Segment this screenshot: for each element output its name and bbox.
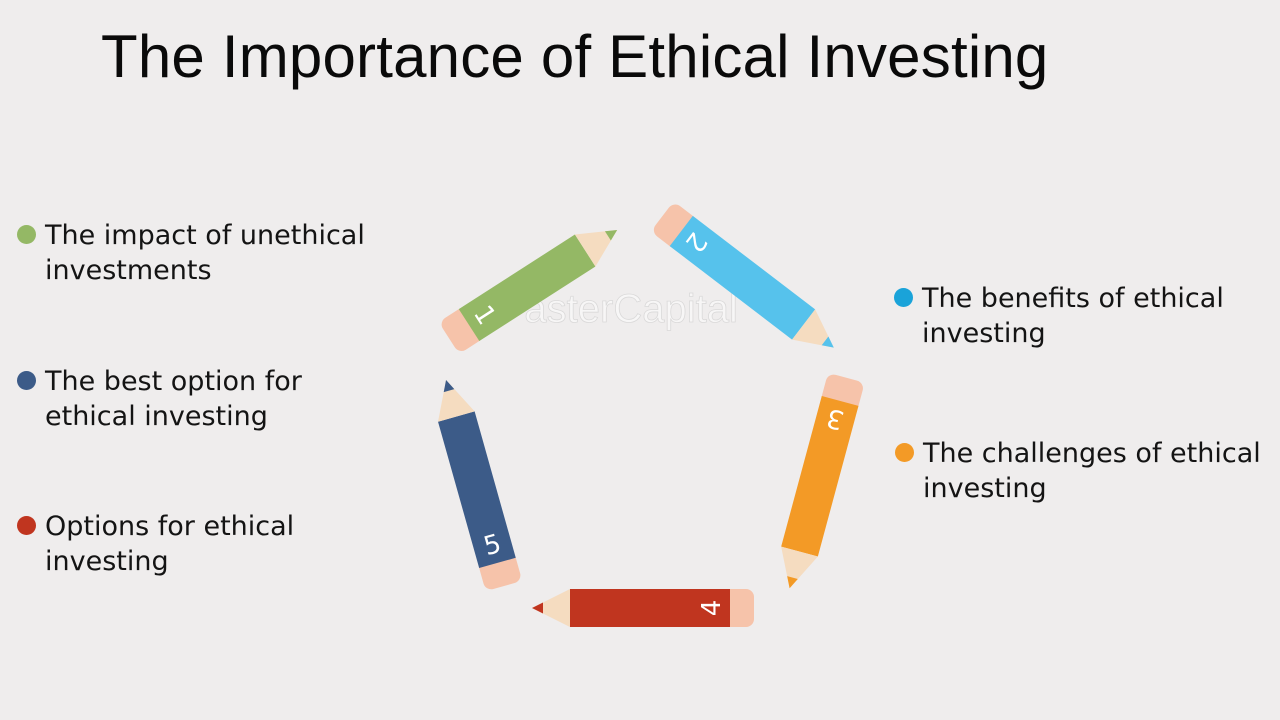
legend-item-label: The benefits of ethical investing [922,283,1224,349]
pencil-number: 3 [824,402,848,435]
pencil-body [570,589,730,627]
pencil-3: 3 [781,374,863,589]
pencil-4: 4 [532,589,754,627]
pencil-wood [574,229,618,267]
pencil-body [781,395,859,557]
bullet-dot [17,371,36,390]
pencil-1: 1 [441,229,618,351]
pencil-2: 2 [653,204,834,348]
pencil-tip [787,576,798,589]
pencil-tip [604,229,618,241]
bullet-dot [894,288,913,307]
legend-item-label: The challenges of ethical investing [923,438,1261,504]
legend-item-label: The best option for ethical investing [45,366,302,432]
bullet-dot [17,516,36,535]
pencil-body [669,215,816,340]
pencil-number: 4 [697,600,727,617]
bullet-dot [17,225,36,244]
bullet-dot [895,443,914,462]
pencil-tip [443,379,455,393]
pencil-tip [821,336,834,348]
pencil-wood [792,309,834,348]
pencil-body [458,234,596,342]
pencil-tip [532,602,543,614]
pencil-wood [532,589,570,627]
legend-item-label: Options for ethical investing [45,511,295,577]
legend-item-label: The impact of unethical investments [45,220,365,286]
pencil-body [438,411,516,569]
page-title: The Importance of Ethical Investing [101,23,1049,90]
pencil-5: 5 [438,379,521,590]
